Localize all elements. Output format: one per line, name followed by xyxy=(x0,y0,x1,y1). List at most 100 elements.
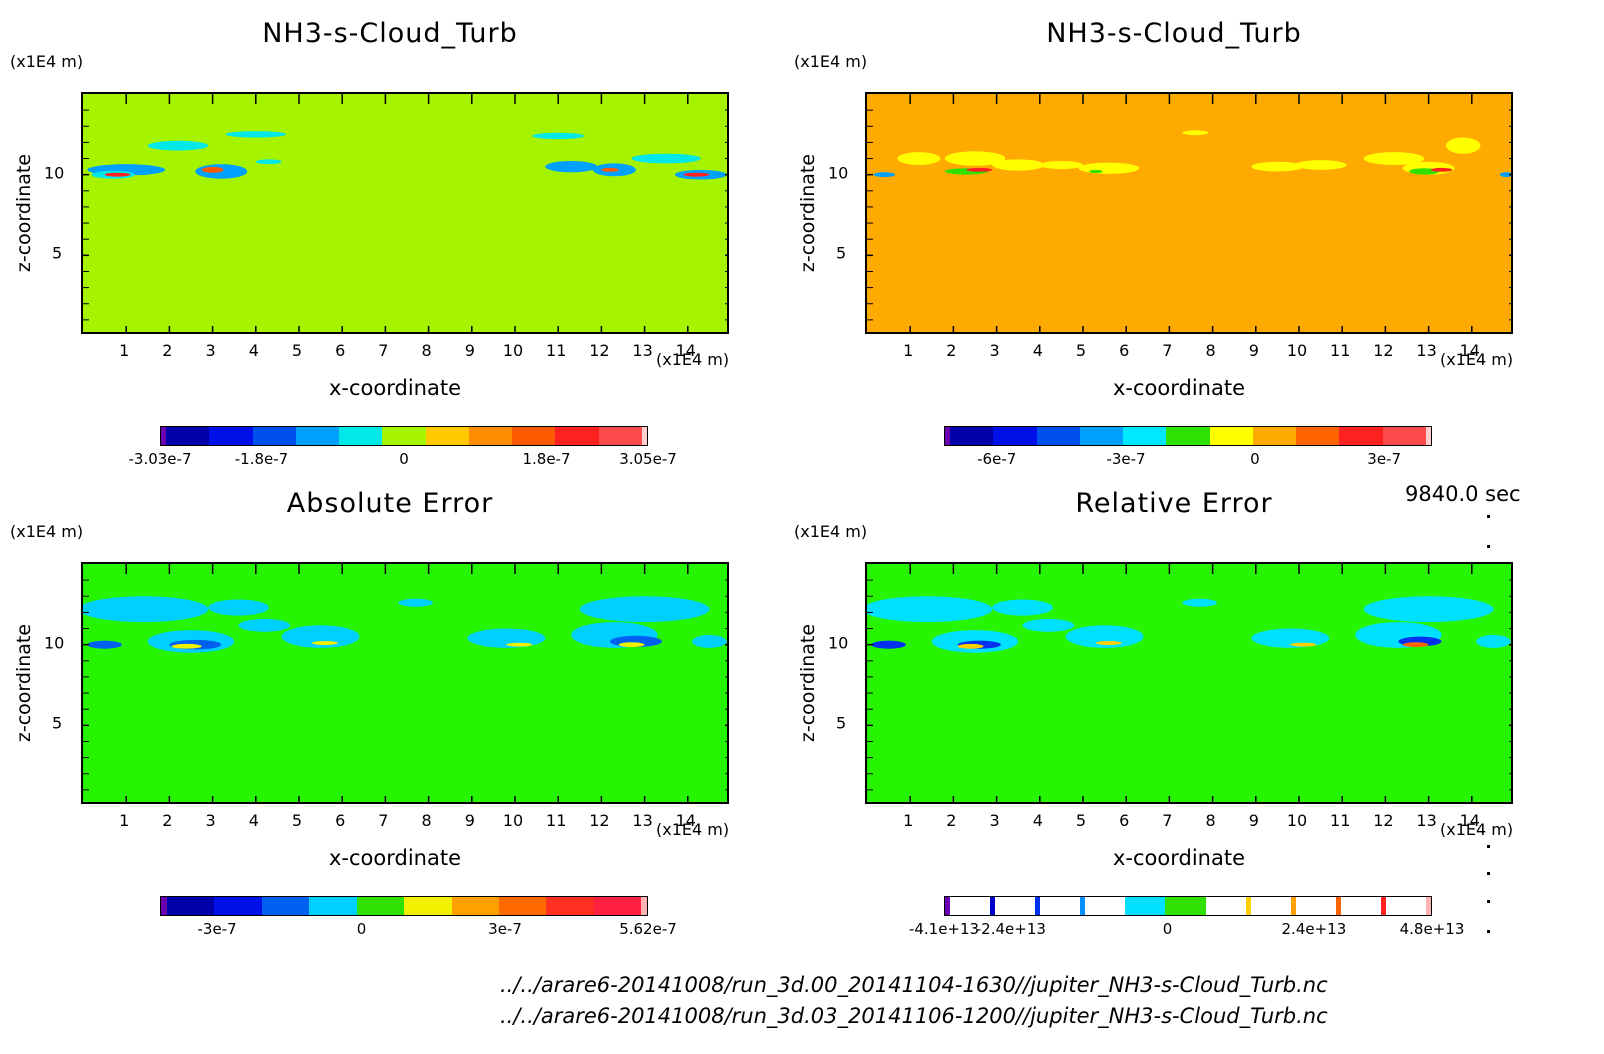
file-paths: ../../arare6-20141008/run_3d.00_20141104… xyxy=(500,970,1328,1032)
cloud-contour xyxy=(1022,618,1075,632)
x-tick-label: 5 xyxy=(291,811,303,830)
heatmap-field xyxy=(83,564,727,802)
heatmap-plot xyxy=(865,92,1513,334)
colorbar-swatch xyxy=(261,897,310,915)
z-axis-label: z-coordinate xyxy=(13,153,35,273)
colorbar-swatch xyxy=(1252,427,1297,445)
x-tick-label: 14 xyxy=(1459,811,1480,830)
edge-dot xyxy=(1487,930,1490,933)
cloud-contour xyxy=(225,131,287,138)
x-tick-label: 4 xyxy=(1032,341,1043,360)
x-tick-label: 2 xyxy=(162,341,173,360)
colorbar-swatch xyxy=(598,427,642,445)
z-unit-label: (x1E4 m) xyxy=(10,52,84,71)
chart-title: NH3-s-Cloud_Turb xyxy=(262,18,518,49)
x-tick-label: 5 xyxy=(1075,341,1087,360)
chart-panel-3: Absolute Error (x1E4 m) (x1E4 m) z-coordina… xyxy=(0,470,780,940)
colorbar-label: 3.05e-7 xyxy=(619,450,677,468)
x-tick-label: 11 xyxy=(546,341,567,360)
cloud-contour xyxy=(1290,642,1317,647)
chart-title: Absolute Error xyxy=(286,488,494,519)
colorbar-swatch xyxy=(1385,897,1427,915)
cloud-contour xyxy=(171,643,202,649)
z-tick-label: 10 xyxy=(828,633,849,653)
x-axis-label: x-coordinate xyxy=(1112,846,1245,870)
x-tick-label: 13 xyxy=(632,341,653,360)
x-tick-label: 14 xyxy=(675,811,696,830)
colorbar-swatch xyxy=(404,897,452,915)
colorbar-swatch xyxy=(555,427,599,445)
colorbar-swatch xyxy=(994,897,1036,915)
x-tick-label: 8 xyxy=(1205,811,1216,830)
cloud-contour xyxy=(992,599,1053,616)
cloud-contour xyxy=(692,634,727,648)
cloud-contour xyxy=(147,140,209,151)
colorbar-swatch xyxy=(498,897,547,915)
time-label: 9840.0 sec xyxy=(1405,482,1521,506)
cloud-contour xyxy=(957,643,984,649)
x-tick-label: 14 xyxy=(1459,341,1480,360)
colorbar-swatch xyxy=(990,897,995,915)
x-unit-label: (x1E4 m) xyxy=(656,820,730,839)
cloud-contour xyxy=(467,628,546,648)
colorbar-swatch xyxy=(1340,897,1382,915)
z-unit-label: (x1E4 m) xyxy=(10,522,84,541)
cloud-contour xyxy=(255,159,282,165)
cloud-contour xyxy=(1476,634,1511,648)
heatmap-plot xyxy=(865,562,1513,804)
x-unit-label: (x1E4 m) xyxy=(1440,820,1514,839)
colorbar-swatch xyxy=(214,897,262,915)
cloud-contour xyxy=(532,132,585,140)
x-tick-label: 13 xyxy=(632,811,653,830)
cloud-contour xyxy=(1445,137,1481,154)
colorbar-swatch xyxy=(1250,897,1292,915)
colorbar-swatch xyxy=(1426,897,1432,915)
x-tick-label: 1 xyxy=(903,341,914,360)
x-axis-label: x-coordinate xyxy=(328,846,461,870)
cloud-contour xyxy=(601,167,619,172)
colorbar-swatch xyxy=(546,897,594,915)
x-tick-label: 12 xyxy=(1373,341,1394,360)
x-tick-label: 12 xyxy=(1373,811,1394,830)
x-tick-label: 1 xyxy=(119,341,130,360)
cloud-contour xyxy=(281,625,360,648)
colorbar-swatch xyxy=(1381,897,1386,915)
x-tick-label: 6 xyxy=(1119,341,1130,360)
z-tick-label: 10 xyxy=(828,163,849,183)
x-tick-label: 13 xyxy=(1416,341,1437,360)
colorbar-swatch xyxy=(339,427,383,445)
colorbar-swatch xyxy=(425,427,469,445)
x-tick-label: 9 xyxy=(1248,341,1259,360)
cloud-contour xyxy=(1182,130,1209,136)
colorbar-label: 3e-7 xyxy=(1367,450,1402,468)
colorbar-swatch xyxy=(161,427,167,445)
cloud-contour xyxy=(1499,172,1511,178)
x-tick-label: 11 xyxy=(1330,341,1351,360)
colorbar-swatch xyxy=(166,897,215,915)
colorbar-label: 2.4e+13 xyxy=(1281,920,1347,938)
z-axis-label: z-coordinate xyxy=(797,153,819,273)
edge-dot xyxy=(1487,515,1490,518)
colorbar-swatch xyxy=(1165,897,1206,915)
x-tick-label: 12 xyxy=(589,341,610,360)
heatmap-field xyxy=(867,94,1511,332)
colorbar-swatch xyxy=(1382,427,1426,445)
edge-dot xyxy=(1487,900,1490,903)
cloud-contour xyxy=(1402,642,1429,648)
colorbar-swatch xyxy=(1039,897,1081,915)
cloud-contour xyxy=(1363,596,1494,623)
z-axis-label: z-coordinate xyxy=(13,623,35,743)
x-tick-label: 1 xyxy=(119,811,130,830)
chart-panel-2: NH3-s-Cloud_Turb (x1E4 m) (x1E4 m) z-coordi… xyxy=(784,0,1564,470)
colorbar-swatch xyxy=(1036,427,1080,445)
x-tick-label: 5 xyxy=(1075,811,1087,830)
colorbar-swatch xyxy=(161,897,167,915)
z-unit-label: (x1E4 m) xyxy=(794,52,868,71)
colorbar-label: -4.1e+13 xyxy=(908,920,980,938)
colorbar-label: 5.62e-7 xyxy=(619,920,677,938)
colorbar-label: 3e-7 xyxy=(488,920,522,938)
colorbar-swatch xyxy=(1425,427,1431,445)
x-tick-label: 1 xyxy=(903,811,914,830)
cloud-contour xyxy=(873,172,896,178)
colorbar xyxy=(160,896,648,916)
